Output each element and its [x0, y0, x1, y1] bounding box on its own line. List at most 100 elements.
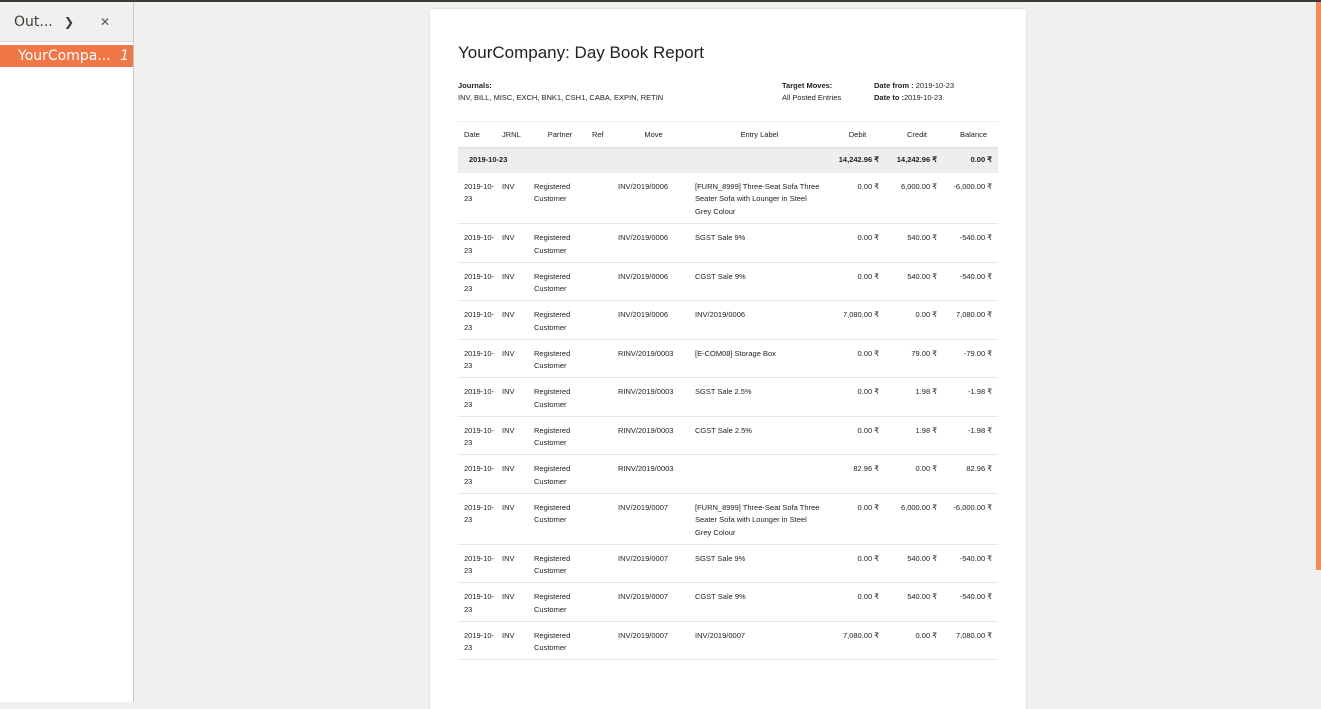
- cell-move: INV/2019/0007: [612, 544, 689, 583]
- journals-label: Journals:: [458, 81, 492, 90]
- group-debit: 14,242.96 ₹: [824, 147, 885, 173]
- cell-credit: 0.00 ₹: [885, 300, 943, 340]
- cell-debit: 82.96 ₹: [824, 454, 885, 494]
- cell-jrnl: INV: [496, 223, 528, 263]
- cell-label: CGST Sale 9%: [689, 262, 824, 301]
- document-page: YourCompany: Day Book Report Journals: I…: [430, 9, 1026, 709]
- table-row: 2019-10-23 INV Registered Customer INV/2019…: [458, 223, 998, 263]
- date-group-row: 2019-10-23 14,242.96 ₹14,242.96 ₹0.00 ₹: [458, 147, 998, 173]
- cell-credit: 1.98 ₹: [885, 416, 943, 455]
- cell-move: INV/2019/0007: [612, 582, 689, 622]
- table-row: 2019-10-23 INV Registered Customer INV/2019…: [458, 493, 998, 545]
- cell-partner: Registered Customer: [528, 377, 586, 417]
- target-moves-label: Target Moves:: [782, 81, 833, 90]
- cell-ref: [586, 621, 612, 660]
- cell-balance: -1.98 ₹: [943, 377, 998, 417]
- table-header-row: Date JRNL Partner Ref Move Entry Label Debit Cr…: [458, 121, 998, 149]
- cell-ref: [586, 377, 612, 417]
- cell-date: 2019-10-23: [458, 582, 496, 622]
- journals-info: Journals: INV, BILL, MISC, EXCH, BNK1, C…: [458, 80, 663, 104]
- cell-credit: 0.00 ₹: [885, 621, 943, 660]
- table-row: 2019-10-23 INV Registered Customer RINV/201…: [458, 377, 998, 417]
- group-empty-cell: [689, 147, 824, 173]
- chevron-down-icon[interactable]: ❯: [64, 14, 75, 29]
- cell-ref: [586, 262, 612, 301]
- page-title: YourCompany: Day Book Report: [458, 43, 705, 62]
- cell-partner: Registered Customer: [528, 339, 586, 378]
- cell-date: 2019-10-23: [458, 454, 496, 494]
- cell-partner: Registered Customer: [528, 544, 586, 583]
- cell-label: INV/2019/0006: [689, 300, 824, 340]
- column-header: Balance: [943, 121, 998, 149]
- cell-balance: -79.00 ₹: [943, 339, 998, 378]
- cell-jrnl: INV: [496, 300, 528, 340]
- cell-balance: -540.00 ₹: [943, 262, 998, 301]
- cell-debit: 0.00 ₹: [824, 223, 885, 263]
- cell-debit: 0.00 ₹: [824, 582, 885, 622]
- cell-date: 2019-10-23: [458, 621, 496, 660]
- cell-label: SGST Sale 9%: [689, 223, 824, 263]
- column-header: Move: [612, 121, 689, 149]
- group-empty-cell: [528, 147, 586, 173]
- cell-jrnl: INV: [496, 544, 528, 583]
- cell-balance: 7,080.00 ₹: [943, 621, 998, 660]
- sidebar-mode-selector[interactable]: Out...: [14, 13, 53, 30]
- cell-ref: [586, 454, 612, 494]
- close-icon[interactable]: ✕: [100, 14, 111, 29]
- cell-debit: 0.00 ₹: [824, 493, 885, 545]
- sidebar-header: Out... ❯ ✕: [0, 2, 133, 42]
- cell-debit: 0.00 ₹: [824, 544, 885, 583]
- cell-label: [689, 454, 824, 494]
- group-date: 2019-10-23: [458, 147, 507, 173]
- outline-sidebar: Out... ❯ ✕ YourCompa... 1: [0, 2, 134, 702]
- table-row: 2019-10-23 INV Registered Customer RINV/201…: [458, 416, 998, 455]
- cell-date: 2019-10-23: [458, 416, 496, 455]
- cell-label: [E-COM08] Storage Box: [689, 339, 824, 378]
- table-row: 2019-10-23 INV Registered Customer INV/2019…: [458, 300, 998, 340]
- cell-ref: [586, 582, 612, 622]
- column-header: Credit: [885, 121, 943, 149]
- cell-date: 2019-10-23: [458, 544, 496, 583]
- cell-balance: -540.00 ₹: [943, 544, 998, 583]
- cell-label: [FURN_8999] Three-Seat Sofa Three Seater…: [689, 493, 824, 545]
- cell-date: 2019-10-23: [458, 339, 496, 378]
- cell-credit: 540.00 ₹: [885, 262, 943, 301]
- cell-jrnl: INV: [496, 582, 528, 622]
- cell-move: RINV/2019/0003: [612, 454, 689, 494]
- cell-move: INV/2019/0007: [612, 621, 689, 660]
- cell-jrnl: INV: [496, 416, 528, 455]
- group-empty-cell: [612, 147, 689, 173]
- cell-label: SGST Sale 2.5%: [689, 377, 824, 417]
- cell-partner: Registered Customer: [528, 172, 586, 224]
- column-header: Debit: [824, 121, 885, 149]
- cell-move: INV/2019/0006: [612, 300, 689, 340]
- table-row: 2019-10-23 INV Registered Customer RINV/201…: [458, 339, 998, 378]
- column-header: JRNL: [496, 121, 528, 149]
- cell-move: RINV/2019/0003: [612, 416, 689, 455]
- cell-balance: -540.00 ₹: [943, 223, 998, 263]
- cell-partner: Registered Customer: [528, 262, 586, 301]
- outline-item[interactable]: YourCompa... 1: [0, 45, 133, 67]
- cell-ref: [586, 544, 612, 583]
- cell-date: 2019-10-23: [458, 300, 496, 340]
- cell-partner: Registered Customer: [528, 454, 586, 494]
- column-header: Entry Label: [689, 121, 824, 149]
- journals-value: INV, BILL, MISC, EXCH, BNK1, CSH1, CABA,…: [458, 93, 664, 102]
- date-from-label: Date from :: [874, 81, 914, 90]
- outline-item-label: YourCompa...: [18, 48, 111, 64]
- group-empty-cell: [586, 147, 612, 173]
- cell-date: 2019-10-23: [458, 172, 496, 224]
- cell-jrnl: INV: [496, 339, 528, 378]
- cell-balance: -540.00 ₹: [943, 582, 998, 622]
- scrollbar[interactable]: [1316, 2, 1321, 570]
- cell-credit: 540.00 ₹: [885, 582, 943, 622]
- table-row: 2019-10-23 INV Registered Customer INV/2019…: [458, 621, 998, 660]
- date-from-value: 2019-10-23: [915, 81, 955, 90]
- cell-date: 2019-10-23: [458, 262, 496, 301]
- table-row: 2019-10-23 INV Registered Customer RINV/201…: [458, 454, 998, 494]
- cell-date: 2019-10-23: [458, 377, 496, 417]
- cell-jrnl: INV: [496, 621, 528, 660]
- day-book-table: Date JRNL Partner Ref Move Entry Label Debit Cr…: [458, 121, 998, 660]
- column-header: Date: [458, 121, 496, 149]
- cell-ref: [586, 339, 612, 378]
